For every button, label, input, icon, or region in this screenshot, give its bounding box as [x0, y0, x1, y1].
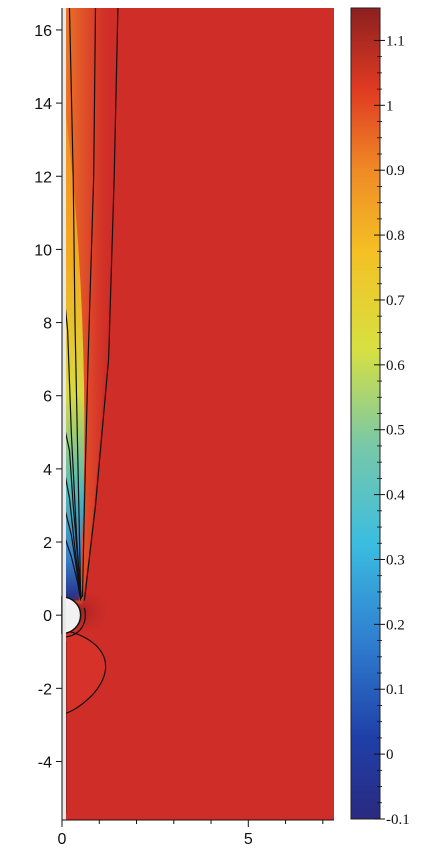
x-tick-label: 0	[58, 831, 67, 848]
colorbar-tick-label: 0.8	[386, 228, 405, 244]
wake-inner	[62, 84, 85, 601]
colorbar-tick-label: -0.1	[386, 812, 410, 828]
y-tick-label: 2	[43, 535, 52, 552]
shadow-behind-obstacle	[65, 589, 126, 634]
contour-line-7	[63, 505, 82, 599]
contour-line-bubble	[61, 629, 107, 715]
y-tick-label: -2	[38, 681, 52, 698]
contour-line-5	[63, 424, 82, 599]
y-axis: -4 -2 0 2 4 6 8 10 12 14 16	[34, 8, 63, 820]
colorbar-tick-label: 0	[386, 747, 394, 763]
colorbar-tick-label: 0.3	[386, 552, 405, 568]
contour-line-near-obstacle	[61, 607, 86, 638]
colorbar-tick-label: 1	[386, 98, 394, 114]
wake-region	[62, 8, 126, 714]
obstacle	[61, 8, 82, 820]
y-tick-label: 6	[43, 389, 52, 406]
colorbar-tick-label: 0.9	[386, 163, 405, 179]
y-tick-label: 12	[34, 169, 52, 186]
contour-line-2	[81, 7, 97, 597]
y-tick-label: 16	[34, 23, 52, 40]
colorbar-tick-label: 0.5	[386, 423, 405, 439]
colorbar-tick-label: 1.1	[386, 33, 405, 49]
colorbar-tick-label: 0.6	[386, 358, 405, 374]
colorbar-tick-label: 0.7	[386, 293, 405, 309]
contour-line-3	[83, 7, 119, 601]
contour-line-6	[63, 468, 82, 597]
plot-area	[61, 7, 334, 820]
obstacle-disk	[61, 596, 82, 635]
symmetry-axis-strip	[62, 8, 66, 820]
y-tick-label: 10	[34, 242, 52, 259]
y-tick-label: 14	[34, 96, 52, 113]
y-tick-label: -4	[38, 754, 52, 771]
colorbar-tick-label: 0.2	[386, 617, 405, 633]
x-tick-label: 5	[244, 831, 253, 848]
contour-line-8	[63, 534, 82, 601]
contour-lines	[61, 7, 119, 813]
y-tick-label: 8	[43, 316, 52, 333]
colorbar-tick-label: 0.1	[386, 682, 405, 698]
colorbar-gradient	[350, 7, 381, 820]
contour-line-1	[68, 7, 82, 594]
downstream-bubble	[62, 629, 106, 714]
colorbar: -0.1 0 0.1 0.2 0.3 0.4 0.5 0.6 0.7 0.8 0.9 1 1.1	[350, 7, 410, 828]
colorbar-ticks: -0.1 0 0.1 0.2 0.3 0.4 0.5 0.6 0.7 0.8 0.9 1 1.1	[374, 33, 410, 828]
y-tick-label: 0	[43, 608, 52, 625]
colorbar-tick-label: 0.4	[386, 488, 405, 504]
y-tick-label: 4	[43, 462, 52, 479]
